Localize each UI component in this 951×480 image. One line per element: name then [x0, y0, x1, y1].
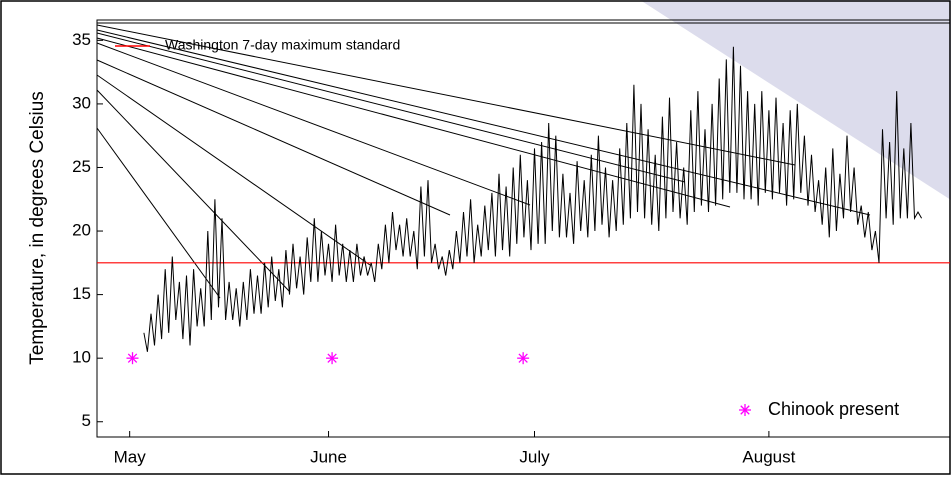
- x-tick-label: July: [519, 447, 550, 466]
- marker: [326, 352, 339, 365]
- marker-stroke: [327, 353, 337, 363]
- marker-stroke: [127, 353, 138, 363]
- legend-label: Chinook present: [768, 399, 899, 419]
- legend-marker: [739, 404, 751, 416]
- leader-line: [96, 59, 451, 216]
- leader-lines: [96, 22, 950, 299]
- leader-line: [96, 89, 291, 293]
- y-tick-label: 10: [72, 348, 91, 367]
- leader-line: [96, 29, 871, 216]
- plot-area: [96, 19, 951, 438]
- y-tick-label: 5: [82, 411, 91, 430]
- background-shade: [640, 0, 951, 200]
- y-tick-label: 20: [72, 221, 91, 240]
- marker: [517, 352, 530, 365]
- leader-line: [96, 42, 531, 206]
- y-tick-label: 35: [72, 30, 91, 49]
- x-tick-label: June: [310, 447, 347, 466]
- y-tick-label: 30: [72, 93, 91, 112]
- marker: [126, 352, 139, 365]
- leader-line: [96, 74, 371, 266]
- leader-line: [96, 127, 221, 299]
- leader-line: [96, 24, 796, 166]
- marker-stroke: [740, 405, 750, 415]
- y-tick-label: 25: [72, 157, 91, 176]
- y-tick-label: 15: [72, 284, 91, 303]
- y-axis-label: Temperature, in degrees Celsius: [27, 91, 48, 365]
- temperature-line: [143, 46, 923, 352]
- leader-line: [96, 32, 686, 183]
- x-tick-label: May: [114, 447, 147, 466]
- legend-label: Washington 7-day maximum standard: [165, 37, 400, 53]
- marker-stroke: [518, 353, 528, 363]
- x-tick-label: August: [742, 447, 795, 466]
